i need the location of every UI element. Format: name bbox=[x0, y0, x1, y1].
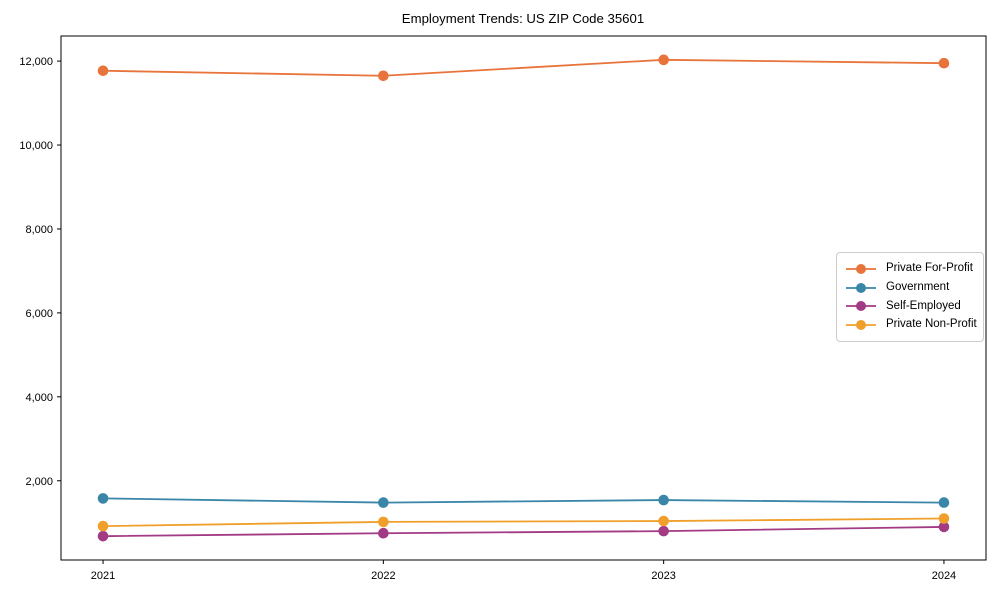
y-tick-label: 4,000 bbox=[25, 392, 53, 404]
y-tick-label: 10,000 bbox=[19, 140, 53, 152]
legend: Private For-Profit Government Self-Emplo… bbox=[836, 252, 984, 342]
x-tick-label: 2021 bbox=[91, 570, 115, 582]
legend-item-self-employed: Self-Employed bbox=[844, 300, 979, 312]
data-point-government-2021 bbox=[97, 493, 109, 504]
legend-marker-government-icon bbox=[846, 282, 876, 293]
data-point-private-non-profit-2021 bbox=[97, 520, 109, 532]
legend-marker-private-for-profit-icon bbox=[846, 263, 876, 274]
data-point-government-2022 bbox=[378, 497, 389, 508]
legend-label: Self-Employed bbox=[886, 299, 961, 312]
y-tick-label: 8,000 bbox=[25, 224, 53, 236]
y-tick-label: 2,000 bbox=[25, 476, 53, 488]
legend-label: Government bbox=[886, 280, 950, 293]
legend-item-private-non-profit: Private Non-Profit bbox=[844, 319, 979, 331]
data-point-private-non-profit-2022 bbox=[378, 516, 389, 528]
y-tick-label: 6,000 bbox=[25, 308, 53, 320]
series-line-government bbox=[103, 497, 944, 504]
data-point-government-2024 bbox=[938, 497, 950, 508]
plot-frame bbox=[60, 35, 987, 561]
data-point-government-2023 bbox=[658, 494, 669, 506]
legend-label: Private For-Profit bbox=[886, 262, 973, 275]
legend-item-government: Government bbox=[844, 280, 979, 294]
legend-label: Private Non-Profit bbox=[886, 318, 977, 331]
data-point-private-for-profit-2024 bbox=[938, 57, 950, 69]
data-point-private-for-profit-2023 bbox=[658, 54, 669, 66]
y-tick-label: 12,000 bbox=[19, 56, 53, 68]
data-point-private-for-profit-2021 bbox=[97, 65, 109, 77]
x-tick-label: 2023 bbox=[651, 570, 675, 582]
data-point-private-non-profit-2023 bbox=[658, 515, 669, 527]
x-tick-label: 2024 bbox=[932, 570, 956, 582]
data-point-self-employed-2023 bbox=[658, 525, 669, 537]
data-point-self-employed-2022 bbox=[378, 527, 389, 539]
series-line-private-non-profit bbox=[103, 517, 944, 527]
data-point-private-non-profit-2024 bbox=[938, 513, 950, 524]
chart-title: Employment Trends: US ZIP Code 35601 bbox=[402, 11, 644, 26]
data-point-private-for-profit-2022 bbox=[378, 70, 389, 82]
data-point-self-employed-2024 bbox=[938, 521, 950, 533]
series-line-private-for-profit bbox=[103, 58, 944, 77]
legend-marker-private-non-profit-icon bbox=[846, 320, 876, 331]
x-tick-label: 2022 bbox=[371, 570, 395, 582]
legend-item-private-for-profit: Private For-Profit bbox=[844, 263, 979, 275]
data-point-self-employed-2021 bbox=[97, 530, 109, 542]
legend-marker-self-employed-icon bbox=[846, 301, 876, 312]
series-line-self-employed bbox=[103, 526, 944, 538]
